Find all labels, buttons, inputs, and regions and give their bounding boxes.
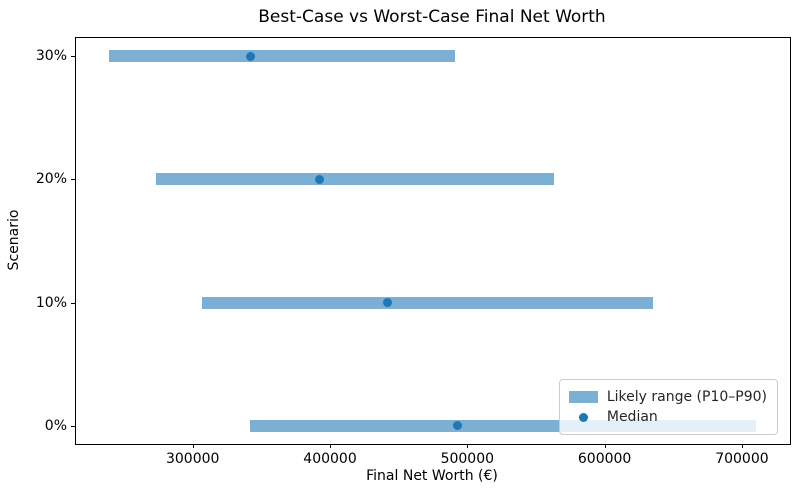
x-axis-label: Final Net Worth (€): [366, 468, 498, 484]
y-tick-mark: [71, 302, 75, 304]
legend: Likely range (P10–P90) Median: [558, 379, 778, 435]
x-tick-mark: [604, 444, 606, 448]
x-tick-label: 300000: [165, 451, 220, 467]
median-dot-swatch: [578, 412, 588, 422]
bars-layer: 0% 10% 20% 30% 300000 400000 500000 600000 70000…: [36, 38, 790, 467]
x-tick-mark: [741, 444, 743, 448]
y-tick-mark: [71, 425, 75, 427]
y-tick-label: 20%: [35, 171, 67, 188]
legend-item-range: Likely range (P10–P90): [568, 387, 767, 407]
y-tick-mark: [71, 179, 75, 181]
x-tick-label: 400000: [303, 451, 357, 467]
x-tick-mark: [467, 444, 469, 448]
x-tick-label: 600000: [577, 451, 632, 467]
median-dot-30%: [245, 51, 255, 61]
chart-title: Best-Case vs Worst-Case Final Net Worth: [258, 7, 606, 27]
x-tick-mark: [330, 444, 332, 448]
median-dot-10%: [383, 298, 393, 307]
y-tick-label: 10%: [35, 294, 67, 311]
range-bar-swatch: [568, 391, 598, 403]
x-tick-label: 700000: [715, 451, 769, 467]
legend-item-median: Median: [569, 407, 767, 427]
range-bar-30%: [108, 50, 455, 63]
plot-area: 0% 10% 20% 30% 300000 400000 500000 600000 70000…: [36, 37, 791, 467]
legend-label-range: Likely range (P10–P90): [606, 389, 767, 405]
range-bar-10%: [202, 296, 653, 309]
y-tick-mark: [71, 56, 75, 58]
y-tick-label: 30%: [35, 48, 67, 65]
x-tick-mark: [192, 444, 194, 448]
median-dot-20%: [314, 174, 324, 184]
y-axis-label: Scenario: [6, 209, 22, 271]
range-bar-20%: [155, 173, 554, 186]
x-tick-label: 500000: [440, 451, 495, 467]
median-dot-0%: [453, 421, 463, 431]
median-dot-swatch-wrap: [569, 412, 598, 422]
legend-label-median: Median: [606, 409, 658, 425]
y-tick-label: 0%: [44, 417, 67, 434]
